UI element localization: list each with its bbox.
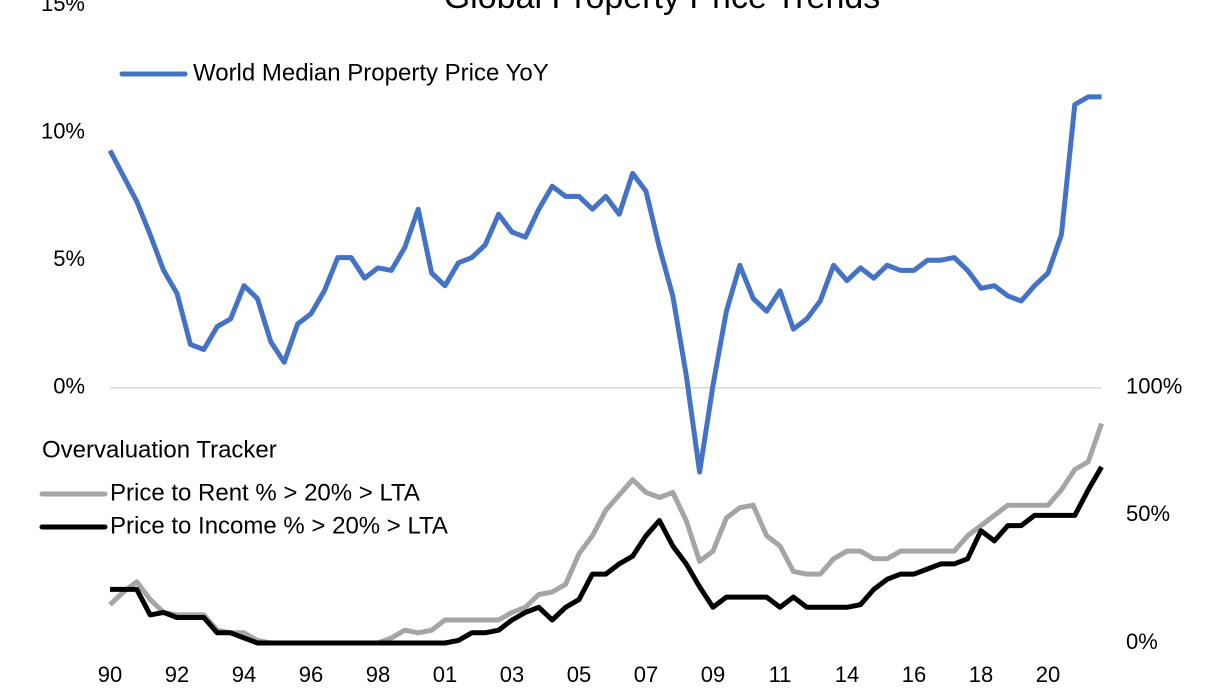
x-tick-label: 18 (969, 662, 993, 687)
x-tick-label: 01 (433, 662, 457, 687)
y-tick-label: 10% (41, 118, 85, 143)
y2-tick-label: 50% (1126, 501, 1170, 526)
y2-tick-label: 100% (1126, 374, 1182, 399)
x-tick-label: 94 (232, 662, 256, 687)
legend-label: Price to Income % > 20% > LTA (110, 512, 448, 539)
y-tick-label: 0% (53, 374, 85, 399)
x-tick-label: 14 (835, 662, 859, 687)
x-tick-label: 96 (299, 662, 323, 687)
y-tick-label: 5% (53, 246, 85, 271)
chart-title: Global Property Price Trends (444, 0, 881, 16)
series-line (110, 465, 1104, 646)
x-tick-label: 90 (98, 662, 122, 687)
x-tick-label: 16 (902, 662, 926, 687)
series-line (107, 94, 1102, 475)
x-tick-label: 05 (567, 662, 591, 687)
legend-group-title: Overvaluation Tracker (42, 436, 277, 463)
legend-label: Price to Rent % > 20% > LTA (110, 479, 420, 506)
x-tick-label: 11 (769, 662, 792, 687)
x-tick-label: 92 (165, 662, 189, 687)
x-tick-label: 03 (500, 662, 524, 687)
x-tick-label: 09 (701, 662, 725, 687)
y2-tick-label: 0% (1126, 629, 1158, 654)
legend-label: World Median Property Price YoY (193, 59, 549, 86)
y-tick-label: 15% (41, 0, 85, 16)
x-tick-label: 07 (634, 662, 658, 687)
x-tick-label: 98 (366, 662, 390, 687)
x-tick-label: 20 (1036, 662, 1060, 687)
